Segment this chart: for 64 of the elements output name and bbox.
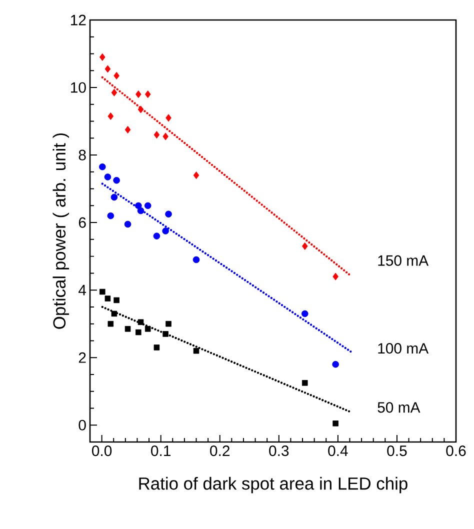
point [107,212,114,220]
x-tick-label: 0.2 [210,446,230,456]
point [104,174,112,180]
point [137,207,144,214]
point [108,112,114,120]
point [111,88,118,96]
point [136,90,142,98]
x-tick-label: 0.3 [269,446,289,456]
y-tick-label: 2 [78,352,86,363]
point [110,194,118,201]
point [100,288,106,295]
point [162,228,169,234]
y-axis-title: Optical power ( arb. unit ) [52,133,70,329]
point [113,176,120,184]
point [114,72,120,80]
text: 50 mA [378,402,420,413]
point [144,202,152,210]
point [302,242,308,250]
y-tick-label: 0 [78,420,86,430]
point [136,329,142,336]
point [162,331,168,337]
point [302,380,308,386]
x-tick-label: 0.4 [328,446,348,456]
point [138,106,144,114]
point [100,53,106,61]
point [193,172,200,180]
x-tick-label: 0.6 [446,446,466,456]
text: 150 mA [378,255,429,266]
point [111,310,118,317]
point [154,344,160,350]
point [332,272,338,280]
point [154,130,160,139]
point [104,65,111,73]
point [301,310,308,318]
point [135,202,142,210]
point [153,232,160,240]
point [162,132,168,140]
y-tick-label: 6 [78,217,86,228]
point [138,319,144,326]
point [192,256,200,264]
point [124,326,131,332]
point [124,126,131,134]
point [332,360,339,368]
point [193,348,200,354]
y-tick-label: 8 [78,150,86,160]
point [332,420,338,426]
point [166,320,172,327]
x-tick-label: 0.0 [92,446,112,456]
point [104,296,111,302]
point [165,210,172,218]
point [108,320,114,327]
point [114,297,120,304]
point [166,114,172,122]
x-tick-label: 0.1 [151,446,170,456]
y-tick-label: 10 [71,82,86,93]
x-tick-label: 0.5 [387,446,407,456]
point [144,326,151,332]
point [99,163,106,170]
y-tick-label: 12 [71,14,86,26]
point [144,90,151,98]
x-axis-title: Ratio of dark spot area in LED chip [139,476,408,494]
y-tick-label: 4 [78,284,86,296]
point [124,220,132,228]
text: 100 mA [378,343,429,354]
